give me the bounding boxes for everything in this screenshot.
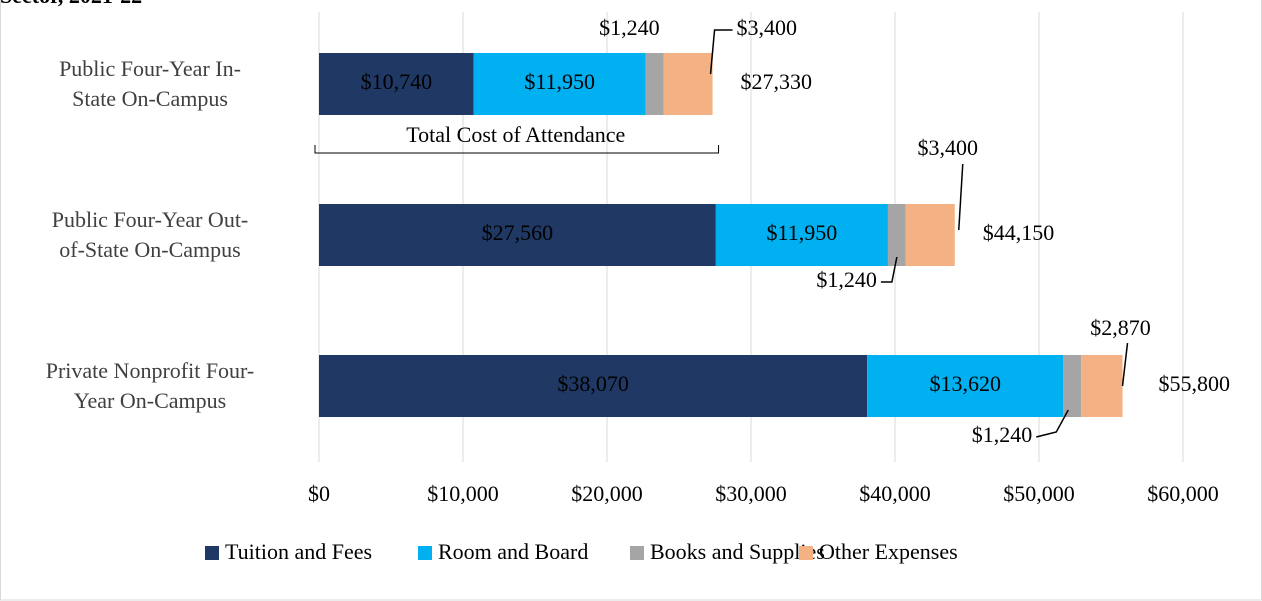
total-label: $44,150: [983, 220, 1055, 245]
bar-segment: [715, 204, 888, 266]
bar-segment: [887, 204, 906, 266]
x-tick-label: $40,000: [859, 481, 931, 506]
data-label: $11,950: [524, 69, 595, 94]
data-label: $1,240: [972, 422, 1033, 447]
legend-label: Books and Supplies: [650, 539, 825, 564]
bar-segment: [319, 204, 716, 266]
legend-label: Tuition and Fees: [225, 539, 372, 564]
total-label: $55,800: [1159, 371, 1231, 396]
x-tick-label: $30,000: [715, 481, 787, 506]
category-label: Public Four-Year In- State On-Campus: [59, 56, 241, 111]
data-label: $10,740: [361, 69, 433, 94]
leader-line: [958, 163, 964, 231]
bar-segment: [645, 53, 664, 115]
x-tick-label: $10,000: [427, 481, 499, 506]
x-tick-label: $0: [308, 481, 330, 506]
leader-line: [880, 256, 898, 283]
bar-segment: [867, 355, 1064, 417]
bar-segment: [319, 53, 474, 115]
data-label: $1,240: [599, 15, 660, 40]
category-label: Public Four-Year Out- of-State On-Campus: [51, 207, 249, 262]
category-label: Private Nonprofit Four- Year On-Campus: [45, 358, 255, 413]
x-tick-label: $50,000: [1003, 481, 1075, 506]
annotation: Total Cost of Attendance: [406, 122, 625, 147]
leader-line: [1121, 342, 1129, 387]
data-label: $13,620: [930, 371, 1002, 396]
legend-swatch: [205, 546, 219, 560]
leader-line: [1036, 409, 1069, 438]
legend-swatch: [799, 546, 813, 560]
x-tick-label: $60,000: [1147, 481, 1219, 506]
bar-segment: [1081, 355, 1123, 417]
bar-segment: [663, 53, 713, 115]
legend-label: Room and Board: [438, 539, 588, 564]
bar-segment: [319, 355, 868, 417]
bar-segment: [1063, 355, 1082, 417]
bar-segment: [905, 204, 955, 266]
data-label: $2,870: [1090, 315, 1151, 340]
total-label: $27,330: [741, 69, 813, 94]
legend-swatch: [630, 546, 644, 560]
data-label: $1,240: [816, 267, 877, 292]
chart-title: Sector, 2021-22: [0, 0, 142, 8]
legend-label: Other Expenses: [819, 539, 958, 564]
data-label: $3,400: [737, 15, 798, 40]
annotation-bracket: [314, 145, 720, 154]
data-label: $3,400: [918, 135, 979, 160]
data-label: $38,070: [557, 371, 629, 396]
data-label: $27,560: [482, 220, 554, 245]
leader-line: [709, 29, 733, 75]
data-label: $11,950: [767, 220, 838, 245]
x-tick-label: $20,000: [571, 481, 643, 506]
bar-segment: [473, 53, 646, 115]
legend-swatch: [418, 546, 432, 560]
